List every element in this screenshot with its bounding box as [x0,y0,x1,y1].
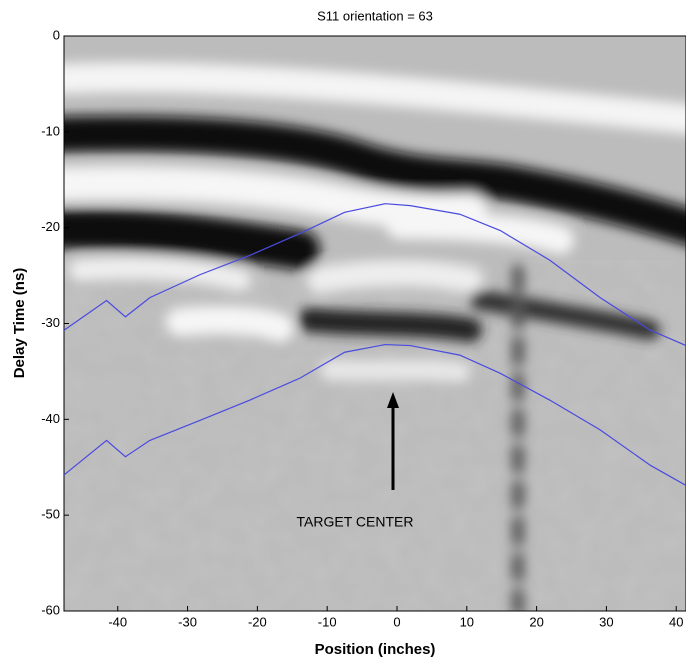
x-tick-label: 20 [529,614,543,629]
y-tick-label: 0 [53,27,60,42]
y-axis-label: Delay Time (ns) [11,268,28,379]
y-tick-label: -60 [41,602,60,617]
radargram [64,36,686,611]
x-tick-label: -40 [108,614,127,629]
annotation: TARGET CENTER [297,514,414,530]
annotation-arrowhead [387,392,399,408]
y-tick-label: -50 [41,507,60,522]
chart-title: S11 orientation = 63 [317,8,433,23]
series-line [63,203,686,347]
y-tick-label: -20 [41,219,60,234]
x-tick-label: 30 [599,614,613,629]
series-line [63,343,686,486]
x-axis-label: Position (inches) [315,641,436,658]
x-tick-label: -20 [248,614,267,629]
x-tick-label: 0 [393,614,400,629]
y-tick-label: -30 [41,315,60,330]
y-tick-label: -10 [41,123,60,138]
x-tick-label: -30 [178,614,197,629]
y-tick-label: -40 [41,411,60,426]
x-tick-label: 40 [669,614,683,629]
x-tick-label: -10 [318,614,337,629]
x-tick-label: 10 [460,614,474,629]
